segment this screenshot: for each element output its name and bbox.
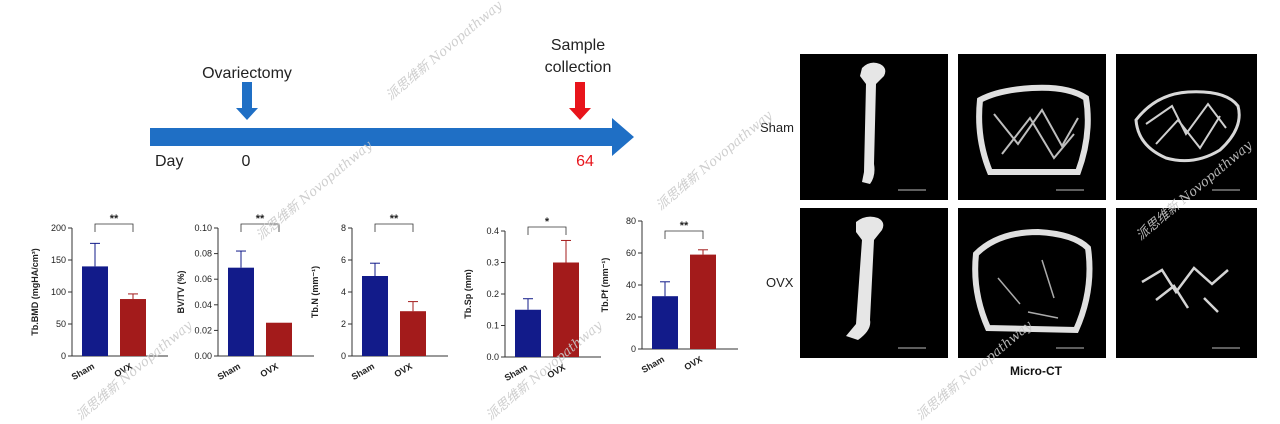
significance-label: * [545, 216, 550, 228]
day-end: 64 [576, 153, 594, 170]
event2-label-line1: Sample [551, 37, 605, 54]
significance-label: ** [680, 220, 689, 232]
microct-ovx-trabecular [1116, 208, 1257, 358]
y-axis-label: Tb.N (mm⁻¹) [310, 266, 320, 318]
microct-sham-cross-section [958, 54, 1106, 200]
y-tick-label: 0.02 [194, 325, 212, 335]
significance-bracket [374, 223, 414, 232]
x-tick-label: OVX [393, 361, 414, 379]
y-tick-label: 0.06 [194, 274, 212, 284]
cross-section-image [976, 84, 1091, 191]
microct-sham-femur [800, 54, 948, 200]
femur-image [846, 216, 926, 349]
y-tick-label: 20 [626, 312, 636, 322]
bar-ovx [266, 322, 292, 356]
significance-bracket [664, 230, 704, 239]
y-tick-label: 8 [341, 223, 346, 233]
x-tick-label: Sham [640, 354, 666, 375]
y-tick-label: 4 [341, 287, 346, 297]
y-axis-label: BV/TV (%) [176, 270, 186, 313]
y-tick-label: 0.04 [194, 300, 212, 310]
femur-image [860, 62, 926, 191]
y-tick-label: 6 [341, 255, 346, 265]
day-label: Day [155, 153, 183, 170]
y-tick-label: 0 [341, 351, 346, 361]
y-tick-label: 0.00 [194, 351, 212, 361]
timeline: Ovariectomy Sample collection Day 0 64 [150, 37, 634, 170]
microct-title: Micro-CT [1010, 364, 1062, 378]
bar-ovx [120, 299, 146, 356]
y-tick-label: 0 [61, 351, 66, 361]
y-tick-label: 80 [626, 216, 636, 226]
y-tick-label: 0.10 [194, 223, 212, 233]
x-tick-label: OVX [259, 361, 280, 379]
bar-ovx [400, 311, 426, 356]
significance-label: ** [256, 213, 265, 225]
y-tick-label: 40 [626, 280, 636, 290]
microct-ovx-cross-section [958, 208, 1106, 358]
y-tick-label: 0.08 [194, 249, 212, 259]
significance-bracket [527, 226, 567, 235]
bar-chart-5: 0 20 40 60 80 Tb.Pf (mm⁻¹) Sham OVX ** [600, 216, 738, 375]
y-axis-label: Tb.Pf (mm⁻¹) [600, 258, 610, 313]
day-start: 0 [242, 153, 251, 170]
bar-chart-3: 0 2 4 6 8 Tb.N (mm⁻¹) Sham OVX ** [310, 213, 448, 382]
significance-label: ** [390, 213, 399, 225]
x-tick-label: Sham [350, 361, 376, 382]
bar-ovx [553, 262, 579, 357]
microct-sham-trabecular [1116, 54, 1257, 200]
event2-marker-arrow [569, 82, 591, 120]
y-tick-label: 0.2 [486, 289, 499, 299]
y-axis-label: Tb.Sp (mm) [463, 269, 473, 319]
event1-label: Ovariectomy [202, 65, 292, 82]
bar-sham [515, 309, 541, 357]
bar-sham [82, 266, 108, 356]
cross-section-image [972, 228, 1093, 349]
y-tick-label: 0.3 [486, 258, 499, 268]
row-label-sham: Sham [760, 120, 794, 135]
y-tick-label: 0.1 [486, 321, 499, 331]
microct-ovx-femur [800, 208, 948, 358]
row-label-ovx: OVX [766, 275, 794, 290]
y-tick-label: 0 [631, 344, 636, 354]
event2-label-line2: collection [545, 59, 612, 76]
y-tick-label: 200 [51, 223, 66, 233]
bar-chart-4: 0.00.10.20.30.4Tb.Sp (mm)Sham OVX* [463, 216, 601, 383]
significance-bracket [240, 223, 280, 232]
y-tick-label: 0.0 [486, 352, 499, 362]
y-axis-label: Tb.BMD (mgHA/cm³) [30, 248, 40, 336]
y-tick-label: 60 [626, 248, 636, 258]
y-tick-label: 50 [56, 319, 66, 329]
trabecular-image [1134, 90, 1241, 191]
timeline-arrow [150, 118, 634, 156]
trabecular-image [1141, 266, 1240, 349]
x-tick-label: Sham [70, 361, 96, 382]
y-tick-label: 0.4 [486, 226, 499, 236]
bar-sham [362, 276, 388, 356]
bar-ovx [690, 254, 716, 349]
bar-sham [652, 296, 678, 349]
x-tick-label: Sham [216, 361, 242, 382]
event1-marker-arrow [236, 82, 258, 120]
bar-chart-2: 0.00 0.02 0.04 0.06 0.08 0.10 BV/TV (%) Sham OVX… [176, 213, 314, 382]
significance-label: ** [110, 213, 119, 225]
significance-bracket [94, 223, 134, 232]
y-tick-label: 100 [51, 287, 66, 297]
y-tick-label: 150 [51, 255, 66, 265]
bar-sham [228, 267, 254, 356]
x-tick-label: OVX [683, 354, 704, 372]
y-tick-label: 2 [341, 319, 346, 329]
